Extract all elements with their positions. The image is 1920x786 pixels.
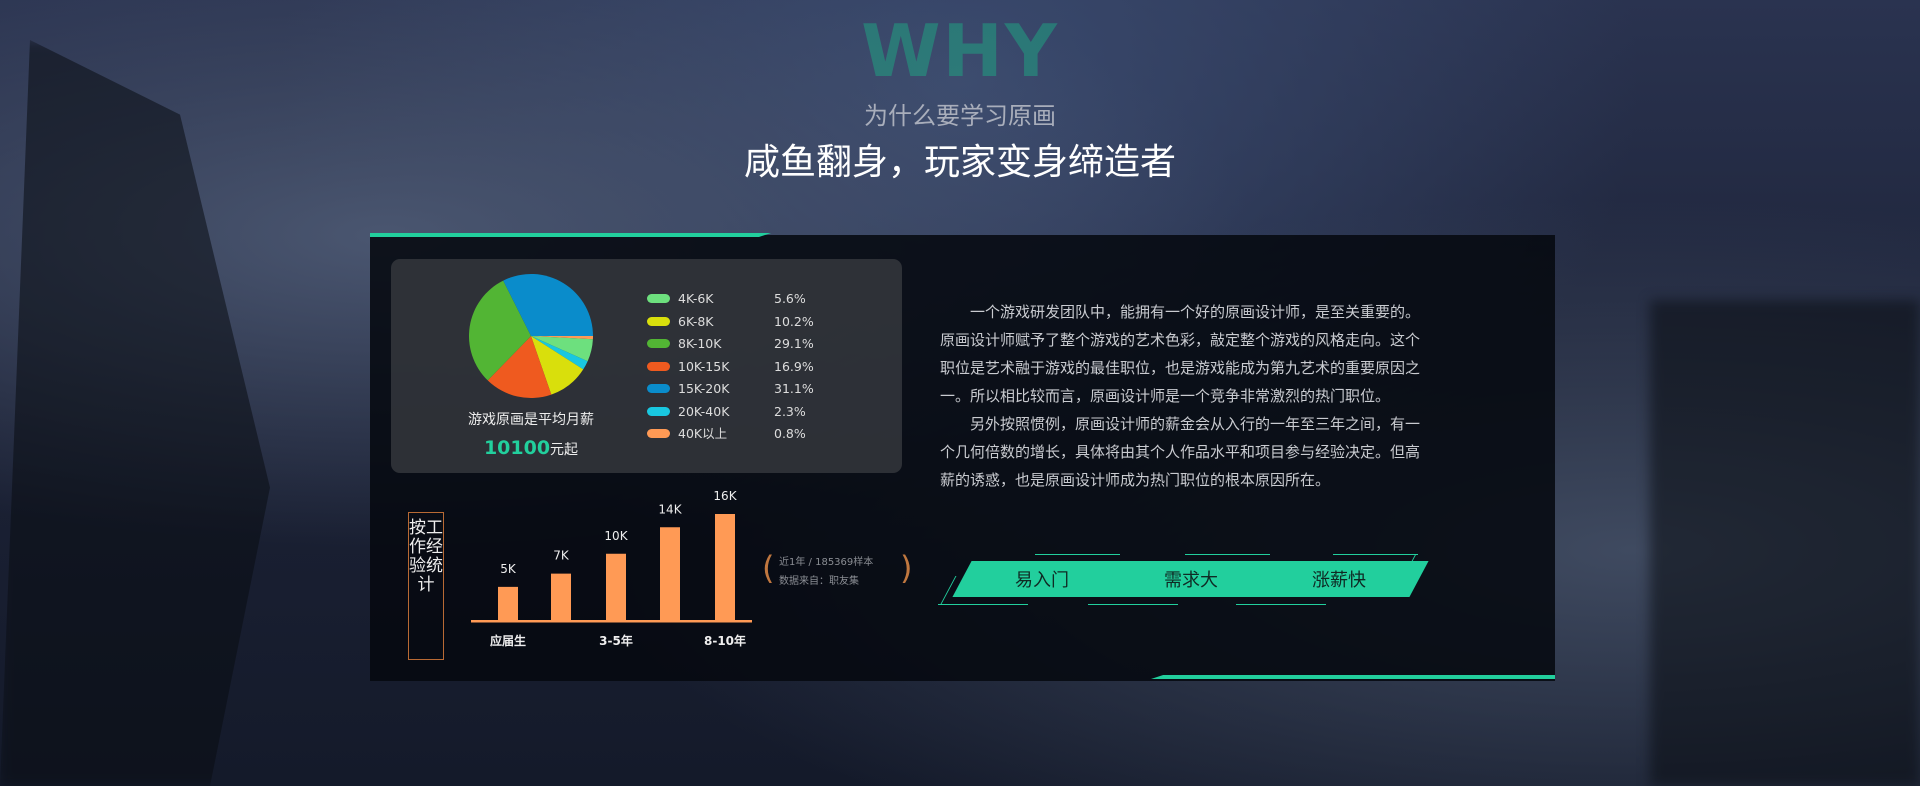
accent-line-bottom [1151, 675, 1555, 679]
legend-item: 15K-20K 31.1% [647, 380, 877, 403]
bar-data-label: 5K [500, 562, 517, 576]
background-rock [1650, 300, 1920, 786]
legend-item: 40K以上 0.8% [647, 425, 877, 448]
why-watermark: WHY [861, 9, 1059, 93]
pie-slice-4K-6K [531, 336, 593, 362]
button-outline [938, 604, 1028, 605]
legend-label: 15K-20K [678, 381, 730, 396]
bar-data-label: 14K [658, 502, 682, 516]
pie-slice-10K-15K [487, 336, 552, 398]
pie-caption: 游戏原画是平均月薪 [468, 412, 594, 428]
bar [606, 553, 626, 620]
legend-swatch [647, 384, 670, 393]
bar-chart-title: 按工作经验统计 [408, 512, 444, 660]
legend-value: 16.9% [774, 358, 814, 374]
bar [551, 573, 571, 620]
legend-value: 10.2% [774, 313, 814, 329]
section-subtitle: 为什么要学习原画 [864, 102, 1056, 130]
button-outline [1333, 554, 1418, 555]
paragraph-1: 一个游戏研发团队中，能拥有一个好的原画设计师，是至关重要的。原画设计师赋予了整个… [940, 303, 1421, 405]
legend-item: 20K-40K 2.3% [647, 403, 877, 426]
legend-swatch [647, 294, 670, 303]
legend-value: 2.3% [774, 403, 806, 419]
paren-close: ) [900, 549, 913, 587]
legend-swatch [647, 406, 670, 416]
salary-amount: 10100 [483, 437, 551, 459]
legend-label: 10K-15K [678, 358, 730, 374]
button-outline [1035, 554, 1120, 555]
legend-label: 20K-40K [678, 403, 730, 419]
legend-swatch [647, 339, 670, 348]
legend-value: 29.1% [774, 336, 814, 351]
salary-pie-chart [469, 274, 593, 398]
paren-open: ( [762, 549, 775, 587]
salary-card [391, 259, 902, 473]
section-title: 咸鱼翻身，玩家变身缔造者 [743, 142, 1176, 183]
bar-axis [471, 620, 752, 623]
bar-category-label: 应届生 [490, 633, 526, 648]
legend-item: 4K-6K 5.6% [647, 290, 877, 313]
legend-value: 5.6% [774, 291, 806, 306]
legend-label: 40K以上 [678, 426, 728, 441]
legend-swatch [647, 316, 670, 326]
legend-value: 0.8% [774, 426, 806, 441]
button-outline [1088, 604, 1178, 605]
bar [715, 514, 735, 620]
button-label: 涨薪快 [1312, 570, 1366, 591]
pie-slice-8K-10K [469, 280, 531, 381]
bar [660, 527, 680, 620]
experience-bar-chart: 5K 应届生 7K 10K 3-5年 14K 16K 8-10年 [471, 489, 752, 648]
legend-swatch [647, 429, 670, 438]
button-outline [1185, 554, 1270, 555]
pie-slice-40K以上 [531, 336, 593, 340]
button-outline [1236, 604, 1326, 605]
legend-label: 6K-8K [678, 313, 714, 329]
bar-category-label: 3-5年 [599, 633, 633, 648]
sample-note: 近1年 / 185369样本 [779, 557, 874, 568]
source-text: 数据来自：职友集 [779, 576, 859, 587]
description: 一个游戏研发团队中，能拥有一个好的原画设计师，是至关重要的。原画设计师赋予了整个… [940, 298, 1420, 494]
button-label: 需求大 [1164, 570, 1218, 591]
bar-category-label: 8-10年 [704, 633, 746, 648]
pie-slice-6K-8K [531, 336, 584, 395]
legend-value: 31.1% [774, 381, 814, 396]
bar-data-label: 7K [553, 549, 570, 563]
legend-swatch [647, 361, 670, 371]
pie-slice-20K-40K [531, 336, 588, 370]
bar [498, 586, 518, 620]
paragraph-2: 另外按照惯例，原画设计师的薪金会从入行的一年至三年之间，有一个几何倍数的增长，具… [940, 415, 1421, 489]
legend-item: 10K-15K 16.9% [647, 358, 877, 381]
salary-suffix: 元起 [550, 442, 579, 458]
pie-legend: 4K-6K 5.6% 6K-8K 10.2% 8K-10K 29.1% 10K-15K 16.… [647, 290, 877, 448]
legend-label: 4K-6K [678, 291, 714, 306]
bar-data-label: 10K [604, 529, 628, 543]
legend-label: 8K-10K [678, 336, 722, 351]
button-label: 易入门 [1015, 570, 1069, 591]
bar-data-label: 16K [713, 489, 737, 503]
accent-line-top [370, 233, 771, 237]
legend-item: 6K-8K 10.2% [647, 313, 877, 336]
fast-raise-button[interactable]: 涨薪快 [1249, 561, 1429, 597]
pie-slice-15K-20K [503, 274, 593, 336]
source-note: ( 近1年 / 185369样本 数据来自：职友集 ) [762, 549, 912, 592]
average-salary: 10100元起 [431, 436, 631, 462]
legend-item: 8K-10K 29.1% [647, 335, 877, 358]
